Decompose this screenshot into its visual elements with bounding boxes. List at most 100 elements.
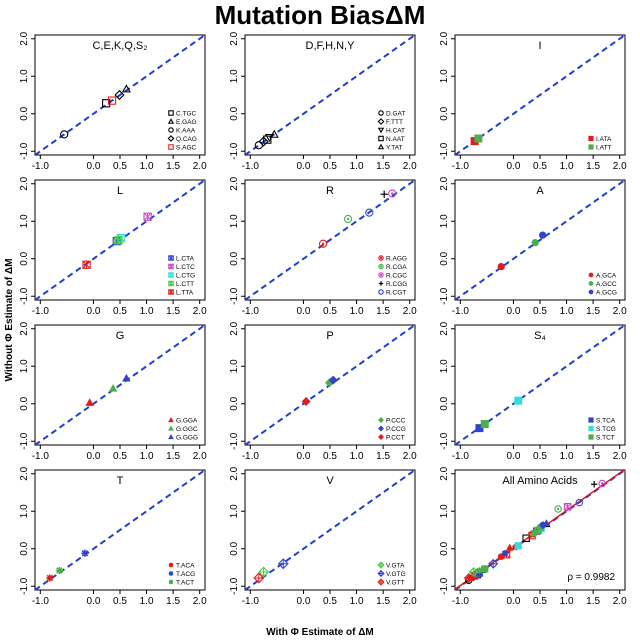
panel-2-legend-marker-3 xyxy=(378,135,384,142)
panel-1-point-s-agc xyxy=(107,96,117,105)
panel-11-legend-label-0: V.GTA xyxy=(386,563,405,570)
panel-8-point-p-ccg xyxy=(328,375,338,385)
panel-5-point-r-cgg xyxy=(380,190,388,198)
panel-5-legend-label-4: R.CGT xyxy=(386,290,406,297)
panel-1-legend-marker-4 xyxy=(168,144,174,150)
panel-2-xtick-4: 1.5 xyxy=(376,161,390,172)
panel-7-ytick-1: 0.0 xyxy=(19,396,30,410)
panel-2-xtick-5: 2.0 xyxy=(403,161,417,172)
panel-10-legend-marker-2 xyxy=(168,579,174,585)
panel-2-legend-label-4: Y.TAT xyxy=(386,145,403,152)
panel-1-legend-marker-2 xyxy=(168,127,174,133)
panel-2-ytick-0: -1.0 xyxy=(229,142,240,160)
panel-6-legend-marker-2 xyxy=(588,289,594,295)
panel-1-legend-label-4: S.AGC xyxy=(176,145,197,152)
panel-12-point-r-cgg xyxy=(590,481,598,488)
panel-10-ytick-2: 1.0 xyxy=(19,504,30,518)
panel-2-legend-marker-0 xyxy=(378,110,384,116)
panel-7-ytick-2: 1.0 xyxy=(19,359,30,373)
panel-11-point-v-gtg xyxy=(277,558,289,570)
panel-9-legend-marker-0 xyxy=(588,417,594,423)
panel-5-point-r-cgt xyxy=(365,208,374,217)
panel-7-point-g-ggc xyxy=(108,383,118,392)
panel-11-legend-label-1: V.GTG xyxy=(386,571,406,578)
panel-5: -1.0 0.0 0.5 1.0 1.5 2.0-1.00.01.02.0RR.AGGR.… xyxy=(229,176,417,317)
panel-8-legend-marker-2 xyxy=(378,434,384,440)
panel-5-xtick-3: 1.0 xyxy=(350,306,364,317)
panel-3-ytick-1: 0.0 xyxy=(439,106,450,120)
panel-5-point-r-agg xyxy=(318,239,328,248)
panel-3-diagonal-line xyxy=(455,35,625,155)
panel-7-xtick-3: 1.0 xyxy=(140,451,154,462)
panel-4-ytick-0: -1.0 xyxy=(19,287,30,305)
panel-3-title: I xyxy=(538,40,541,52)
panel-8-legend-label-2: P.CCT xyxy=(386,435,405,442)
panel-3-legend-marker-1 xyxy=(588,144,594,150)
panel-6-point-a-gcc xyxy=(531,238,539,247)
panel-4-legend-marker-2 xyxy=(168,272,174,278)
panel-11-xtick-4: 1.5 xyxy=(376,596,390,607)
panel-4: -1.0 0.0 0.5 1.0 1.5 2.0-1.00.01.02.0LL.CTAL.… xyxy=(19,176,207,317)
panel-7-legend-marker-0 xyxy=(168,416,174,423)
panel-9-points xyxy=(475,396,523,433)
panel-6-points xyxy=(497,231,547,271)
panel-8-xtick-1: 0.0 xyxy=(296,451,310,462)
panel-9-legend-label-0: S.TCA xyxy=(596,418,616,425)
panel-7-legend-marker-2 xyxy=(168,433,174,440)
panel-12-point-g-ggc xyxy=(529,529,537,537)
panel-10-legend-marker-1 xyxy=(168,571,174,576)
panel-3-xtick-4: 1.5 xyxy=(586,161,600,172)
panel-9-xtick-0: -1.0 xyxy=(452,451,470,462)
panel-3-xtick-0: -1.0 xyxy=(452,161,470,172)
panel-2-ytick-3: 2.0 xyxy=(229,31,240,45)
panel-10-point-t-acg xyxy=(81,549,89,557)
panel-4-point-l-tta xyxy=(82,260,91,269)
panel-12-point-v-gtt xyxy=(463,573,474,583)
panel-3-ytick-0: -1.0 xyxy=(439,142,450,160)
panel-3-legend-label-1: I.ATT xyxy=(596,145,611,152)
panel-4-legend-marker-0 xyxy=(168,255,174,261)
panel-4-xtick-0: -1.0 xyxy=(32,306,50,317)
panel-8-xtick-3: 1.0 xyxy=(350,451,364,462)
panel-12-ytick-3: 2.0 xyxy=(439,466,450,480)
panel-12-xtick-2: 0.5 xyxy=(533,596,547,607)
panel-9-xtick-2: 0.5 xyxy=(533,451,547,462)
panel-4-ytick-2: 1.0 xyxy=(19,214,30,228)
panel-4-ytick-1: 0.0 xyxy=(19,251,30,265)
panel-9-xtick-5: 2.0 xyxy=(613,451,627,462)
panel-4-xtick-2: 0.5 xyxy=(113,306,127,317)
panel-10-legend-marker-0 xyxy=(168,562,174,568)
panel-6-legend-marker-0 xyxy=(588,272,594,278)
panel-2-xtick-0: -1.0 xyxy=(242,161,260,172)
panel-2-ytick-2: 1.0 xyxy=(229,69,240,83)
panel-5-xtick-0: -1.0 xyxy=(242,306,260,317)
panel-4-legend-label-0: L.CTA xyxy=(176,256,195,263)
panel-5-point-r-cgc xyxy=(388,189,397,198)
panel-5-legend-marker-0 xyxy=(378,255,384,261)
panel-9-xtick-4: 1.5 xyxy=(586,451,600,462)
panel-6-xtick-2: 0.5 xyxy=(533,306,547,317)
panel-11-points xyxy=(253,558,289,584)
panel-12-point-r-cgc xyxy=(598,479,606,488)
panel-3-xtick-5: 2.0 xyxy=(613,161,627,172)
panel-8-legend-marker-0 xyxy=(378,417,384,423)
panel-10-ytick-0: -1.0 xyxy=(19,577,30,595)
panel-1-point-q-cag xyxy=(114,89,125,101)
panel-9-xtick-1: 0.0 xyxy=(506,451,520,462)
panel-4-legend-marker-3 xyxy=(168,280,174,287)
panel-8-legend-label-0: P.CCC xyxy=(386,418,406,425)
panel-1-xtick-0: -1.0 xyxy=(32,161,50,172)
panel-4-legend-label-2: L.CTG xyxy=(176,273,195,280)
panel-10-point-t-act xyxy=(55,566,64,575)
panel-12-point-c-tgc xyxy=(522,534,530,542)
panel-1-xtick-1: 0.0 xyxy=(86,161,100,172)
panel-12-point-p-ccg xyxy=(539,521,548,530)
panel-4-xtick-4: 1.5 xyxy=(166,306,180,317)
panel-6-xtick-1: 0.0 xyxy=(506,306,520,317)
panel-8-xtick-2: 0.5 xyxy=(323,451,337,462)
